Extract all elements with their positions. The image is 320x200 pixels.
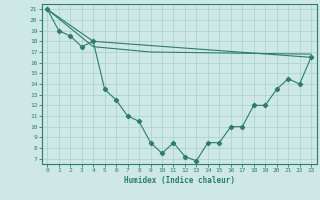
X-axis label: Humidex (Indice chaleur): Humidex (Indice chaleur) [124,176,235,185]
